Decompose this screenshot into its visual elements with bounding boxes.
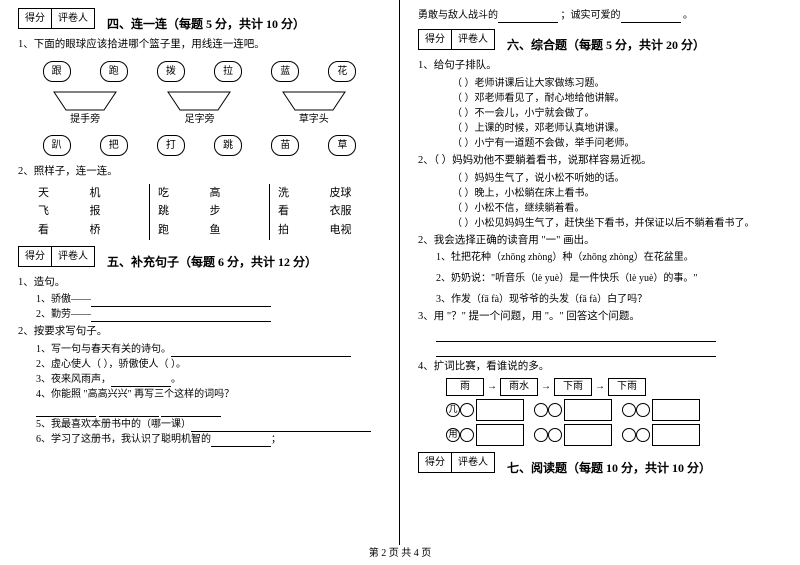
basket: 足字旁 <box>159 90 239 127</box>
continuation-line: 勇敢与敌人战斗的 ；诚实可爱的 。 <box>418 8 782 23</box>
char: 打 <box>157 135 185 156</box>
i6b <box>36 402 381 417</box>
basket: 提手旁 <box>45 90 125 127</box>
i4: 2、虚心使人（ ），骄傲使人（ ）。 <box>36 357 381 372</box>
grader-label: 评卷人 <box>52 247 94 266</box>
q6-1: 1、给句子排队。 <box>418 58 782 74</box>
char: 跑 <box>100 61 128 82</box>
box-chain: 雨→ 雨水→ 下雨→ 下雨 <box>446 378 782 396</box>
score-label: 得分 <box>19 9 52 28</box>
i7: 5、我最喜欢本册书中的（哪一课） <box>36 417 381 432</box>
grader-label: 评卷人 <box>452 30 494 49</box>
char: 跟 <box>43 61 71 82</box>
oo-row-2: 用 <box>446 424 782 446</box>
pair-col-1: 天飞看 机报桥 <box>38 184 141 240</box>
q5-2: 2、按要求写句子。 <box>18 324 381 340</box>
q5-1: 1、造句。 <box>18 275 381 291</box>
char-row-2: 趴 把 打 跳 苗 草 <box>28 135 371 156</box>
i3: 1、写一句与春天有关的诗句。 <box>36 342 381 357</box>
i8: 6、学习了这册书，我认识了聪明机智的； <box>36 432 381 447</box>
score-box: 得分 评卷人 <box>418 29 495 50</box>
section-7-header: 得分 评卷人 七、阅读题（每题 10 分，共计 10 分） <box>418 452 782 477</box>
char: 花 <box>328 61 356 82</box>
i5: 3、夜来风雨声，。 <box>36 372 381 387</box>
q6-5: 4、扩词比赛，看谁说的多。 <box>418 359 782 375</box>
section-6-header: 得分 评卷人 六、综合题（每题 5 分，共计 20 分） <box>418 29 782 54</box>
right-column: 勇敢与敌人战斗的 ；诚实可爱的 。 得分 评卷人 六、综合题（每题 5 分，共计… <box>400 0 800 545</box>
trap-row: 提手旁 足字旁 草字头 <box>28 90 371 127</box>
char: 苗 <box>271 135 299 156</box>
score-box: 得分 评卷人 <box>18 246 95 267</box>
score-box: 得分 评卷人 <box>418 452 495 473</box>
section-4-header: 得分 评卷人 四、连一连（每题 5 分，共计 10 分） <box>18 8 381 33</box>
score-label: 得分 <box>419 30 452 49</box>
char: 蓝 <box>271 61 299 82</box>
pair-col-3: 洗看拍 皮球衣服电视 <box>278 184 381 240</box>
char: 拉 <box>214 61 242 82</box>
score-label: 得分 <box>19 247 52 266</box>
q6-4: 3、用 "？" 提一个问题，用 "。" 回答这个问题。 <box>418 309 782 325</box>
q4-1: 1、下面的眼球应该拾进哪个篮子里，用线连一连吧。 <box>18 37 381 53</box>
q6-2: 2、（ ）妈妈劝他不要躺着看书，说那样容易近视。 <box>418 153 782 169</box>
char: 趴 <box>43 135 71 156</box>
i6: 4、你能照 "高高兴兴" 再写三个这样的词吗？ <box>36 387 381 402</box>
page-footer: 第 2 页 共 4 页 <box>0 546 800 561</box>
section-7-title: 七、阅读题（每题 10 分，共计 10 分） <box>507 459 711 477</box>
char: 把 <box>100 135 128 156</box>
char: 拨 <box>157 61 185 82</box>
basket: 草字头 <box>274 90 354 127</box>
i1: 1、骄傲—— <box>36 292 381 307</box>
pair-table: 天飞看 机报桥 吃跳跑 高步鱼 洗看拍 皮球衣服电视 <box>38 184 381 240</box>
left-column: 得分 评卷人 四、连一连（每题 5 分，共计 10 分） 1、下面的眼球应该拾进… <box>0 0 400 545</box>
grader-label: 评卷人 <box>52 9 94 28</box>
score-box: 得分 评卷人 <box>18 8 95 29</box>
grader-label: 评卷人 <box>452 453 494 472</box>
pair-col-2: 吃跳跑 高步鱼 <box>149 184 270 240</box>
char: 草 <box>328 135 356 156</box>
q4-2: 2、照样子，连一连。 <box>18 164 381 180</box>
section-6-title: 六、综合题（每题 5 分，共计 20 分） <box>507 36 705 54</box>
worksheet-page: 得分 评卷人 四、连一连（每题 5 分，共计 10 分） 1、下面的眼球应该拾进… <box>0 0 800 545</box>
char-row-1: 跟 跑 拨 拉 蓝 花 <box>28 61 371 82</box>
i2: 2、勤劳—— <box>36 307 381 322</box>
oo-row-1: 几 <box>446 399 782 421</box>
section-5-title: 五、补充句子（每题 6 分，共计 12 分） <box>107 253 317 271</box>
char: 跳 <box>214 135 242 156</box>
q6-3: 2、我会选择正确的读音用 "一" 画出。 <box>418 233 782 249</box>
section-5-header: 得分 评卷人 五、补充句子（每题 6 分，共计 12 分） <box>18 246 381 271</box>
score-label: 得分 <box>419 453 452 472</box>
section-4-title: 四、连一连（每题 5 分，共计 10 分） <box>107 15 305 33</box>
